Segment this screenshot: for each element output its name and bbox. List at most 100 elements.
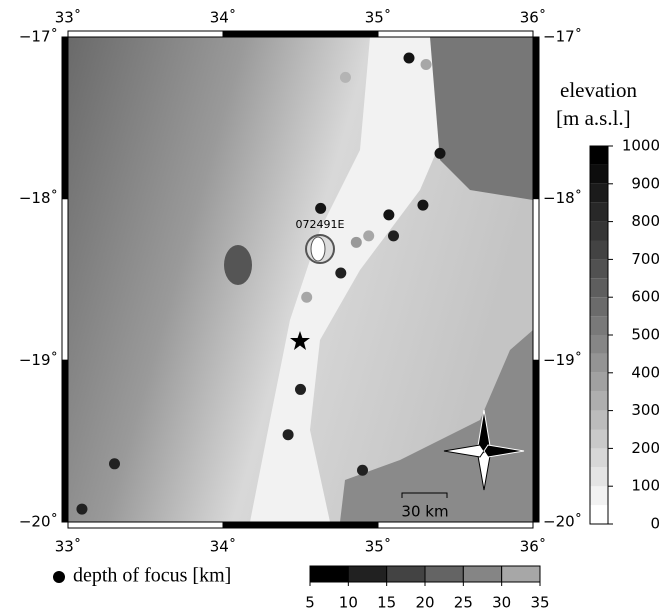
colorbar-step — [590, 410, 608, 430]
depth-tick-label: 5 — [305, 594, 315, 612]
frame-segment — [532, 198, 540, 361]
earthquake — [417, 199, 429, 211]
elevation-tick-label: 700 — [631, 250, 660, 268]
relief — [68, 37, 533, 522]
scale-bar: 30 km — [401, 492, 449, 521]
earthquake — [335, 267, 347, 279]
colorbar-step — [590, 240, 608, 260]
lat-tick-label: −19˚ — [19, 351, 58, 369]
frame-segment — [222, 30, 379, 38]
depth-scale-segment — [386, 565, 426, 583]
earthquake — [295, 383, 306, 395]
colorbar-step — [590, 202, 608, 222]
colorbar-step — [590, 335, 608, 354]
depth-scale-segment — [462, 565, 503, 583]
depth-scale-segment — [424, 565, 464, 583]
frame-segment — [377, 521, 534, 529]
lat-tick-label: −20˚ — [543, 513, 582, 531]
lon-tick-label: 35˚ — [365, 538, 392, 556]
earthquake — [420, 58, 432, 70]
depth-tick-label: 35 — [530, 594, 549, 612]
colorbar-step — [590, 391, 608, 411]
elevation-tick-label: 100 — [631, 477, 660, 495]
elevation-tick-label: 0 — [650, 515, 660, 533]
focal-mechanism: 072491E — [296, 218, 345, 264]
depth-legend-label: depth of focus [km] — [73, 565, 231, 587]
frame-segment — [377, 30, 534, 38]
depth-scale-segment — [309, 565, 349, 583]
lon-tick-label: 36˚ — [520, 9, 547, 27]
colorbar-step — [590, 221, 608, 241]
depth-tick-label: 30 — [492, 594, 511, 612]
depth-tick-label: 25 — [454, 594, 473, 612]
earthquake — [383, 209, 395, 221]
colorbar-step — [590, 467, 608, 487]
elevation-tick-label: 800 — [631, 212, 660, 230]
elevation-tick-label: 1000 — [622, 137, 660, 155]
depth-scale-segment — [501, 565, 541, 583]
colorbar-step — [590, 297, 608, 317]
elevation-title: elevation — [560, 78, 637, 102]
elevation-tick-label: 300 — [631, 401, 660, 419]
depth-tick-label: 15 — [377, 594, 396, 612]
lat-tick-label: −17˚ — [543, 28, 582, 46]
colorbar-step — [590, 146, 608, 165]
elevation-tick-label: 200 — [631, 439, 660, 457]
lat-tick-label: −18˚ — [543, 189, 582, 207]
frame-segment — [67, 521, 224, 529]
earthquake — [350, 236, 362, 248]
elevation-tick-label: 900 — [631, 174, 660, 192]
elevation-unit: [m a.s.l.] — [556, 106, 631, 130]
earthquake — [76, 503, 88, 515]
lon-tick-label: 33˚ — [55, 538, 82, 556]
depth-tick-label: 20 — [415, 594, 434, 612]
depth-legend-symbol — [53, 571, 65, 583]
scale-label: 30 km — [401, 503, 448, 521]
earthquake — [434, 147, 446, 159]
mechanism-label: 072491E — [296, 218, 345, 231]
frame-segment — [61, 359, 69, 523]
map-frame — [61, 30, 540, 529]
earthquake — [315, 202, 327, 214]
colorbar-step — [590, 448, 608, 468]
epicenter-star — [290, 331, 310, 350]
frame-segment — [61, 36, 69, 200]
compass-rose — [443, 409, 525, 491]
colorbar-step — [590, 505, 608, 524]
elevation-tick-label: 600 — [631, 288, 660, 306]
elevation-tick-label: 500 — [631, 326, 660, 344]
lat-tick-label: −17˚ — [19, 28, 58, 46]
colorbar-step — [590, 259, 608, 279]
earthquake — [109, 458, 120, 470]
colorbar-step — [590, 486, 608, 506]
colorbar-step — [590, 278, 608, 298]
colorbar-step — [590, 183, 608, 203]
elevation-tick-label: 400 — [631, 363, 660, 381]
frame-segment — [67, 30, 224, 38]
earthquake — [363, 230, 375, 242]
lat-tick-label: −19˚ — [543, 351, 582, 369]
lon-tick-label: 35˚ — [365, 9, 392, 27]
frame-segment — [61, 198, 69, 361]
lat-tick-label: −20˚ — [19, 513, 58, 531]
colorbar-step — [590, 164, 608, 184]
lon-tick-label: 34˚ — [210, 538, 237, 556]
colorbar-step — [590, 316, 608, 335]
lon-tick-label: 33˚ — [55, 9, 82, 27]
colorbar-step — [590, 372, 608, 392]
frame-segment — [532, 36, 540, 200]
earthquake — [357, 464, 368, 476]
lat-tick-label: −18˚ — [19, 189, 58, 207]
earthquake — [282, 429, 294, 441]
lon-tick-label: 34˚ — [210, 9, 237, 27]
lon-tick-label: 36˚ — [520, 538, 547, 556]
colorbar-step — [590, 429, 608, 449]
frame-segment — [222, 521, 379, 529]
earthquake — [403, 52, 415, 64]
earthquake — [301, 291, 313, 303]
depth-tick-label: 10 — [339, 594, 358, 612]
colorbar-step — [590, 353, 608, 373]
earthquake — [339, 71, 351, 83]
frame-segment — [532, 359, 540, 523]
